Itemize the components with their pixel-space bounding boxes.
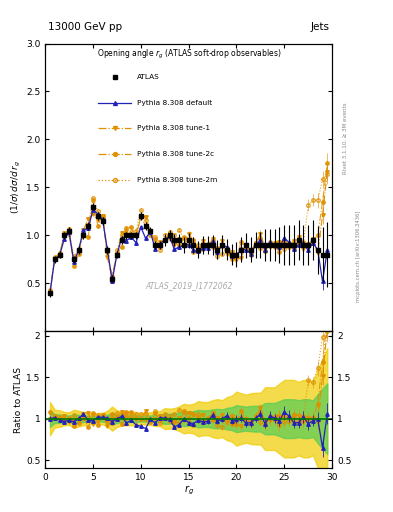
Text: ATLAS_2019_I1772062: ATLAS_2019_I1772062	[145, 281, 232, 290]
Y-axis label: Ratio to ATLAS: Ratio to ATLAS	[14, 367, 23, 433]
Text: Pythia 8.308 tune-2m: Pythia 8.308 tune-2m	[137, 177, 217, 183]
Text: Opening angle $r_g$ (ATLAS soft-drop observables): Opening angle $r_g$ (ATLAS soft-drop obs…	[97, 48, 281, 61]
X-axis label: $r_g$: $r_g$	[184, 484, 194, 497]
Text: Jets: Jets	[310, 22, 329, 32]
Text: Pythia 8.308 default: Pythia 8.308 default	[137, 99, 212, 105]
Text: Rivet 3.1.10, ≥ 3M events: Rivet 3.1.10, ≥ 3M events	[343, 102, 348, 174]
Text: 13000 GeV pp: 13000 GeV pp	[48, 22, 122, 32]
Text: Pythia 8.308 tune-1: Pythia 8.308 tune-1	[137, 125, 210, 132]
Y-axis label: $(1/\sigma)\,d\sigma/d\,r_g$: $(1/\sigma)\,d\sigma/d\,r_g$	[10, 160, 23, 215]
Text: Pythia 8.308 tune-2c: Pythia 8.308 tune-2c	[137, 152, 214, 157]
Text: mcplots.cern.ch [arXiv:1306.3436]: mcplots.cern.ch [arXiv:1306.3436]	[356, 210, 361, 302]
Text: ATLAS: ATLAS	[137, 74, 160, 80]
